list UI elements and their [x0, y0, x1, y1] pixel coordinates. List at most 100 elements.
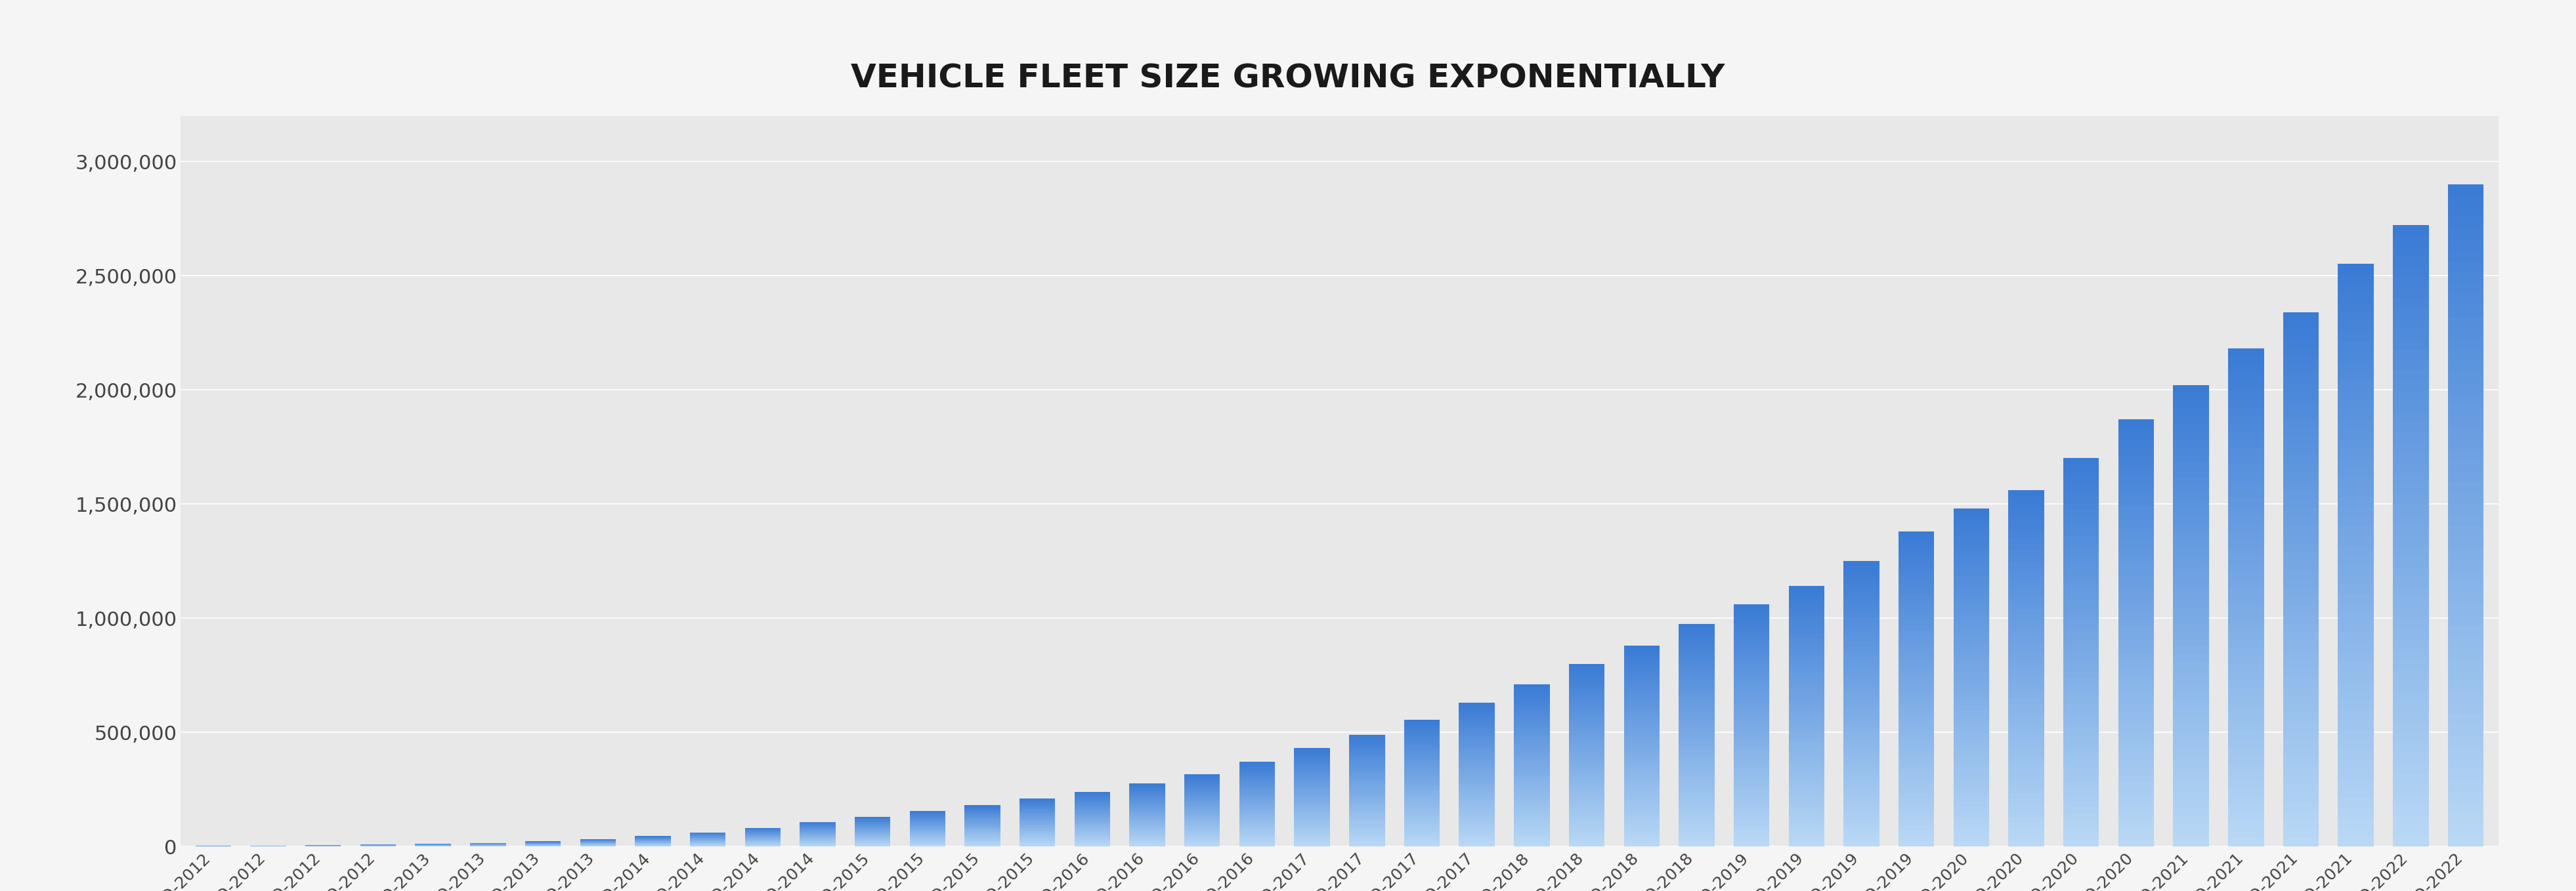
Bar — [2228, 514, 2264, 523]
Bar — [1680, 624, 1716, 627]
Bar — [2447, 383, 2483, 394]
Bar — [1293, 845, 1329, 846]
Bar — [1128, 840, 1164, 841]
Bar — [2228, 631, 2264, 639]
Bar — [1844, 576, 1880, 580]
Bar — [1350, 804, 1386, 805]
Bar — [1734, 625, 1770, 629]
Bar — [2228, 523, 2264, 531]
Bar — [2063, 484, 2099, 491]
Bar — [1350, 821, 1386, 822]
Bar — [1844, 661, 1880, 666]
Bar — [1458, 770, 1494, 772]
Bar — [2009, 835, 2045, 840]
Bar — [1680, 668, 1716, 672]
Bar — [1350, 775, 1386, 778]
Bar — [1350, 809, 1386, 811]
Bar — [1404, 805, 1440, 806]
Bar — [2282, 668, 2318, 677]
Bar — [1239, 825, 1275, 827]
Bar — [1239, 813, 1275, 814]
Bar — [2117, 526, 2154, 534]
Bar — [2117, 704, 2154, 711]
Bar — [1185, 792, 1221, 794]
Bar — [1458, 717, 1494, 719]
Bar — [1623, 772, 1659, 776]
Bar — [1844, 623, 1880, 627]
Bar — [1734, 604, 1770, 609]
Bar — [2174, 608, 2208, 616]
Bar — [1953, 779, 1989, 784]
Bar — [1899, 810, 1935, 815]
Bar — [1128, 799, 1164, 800]
Bar — [1569, 707, 1605, 709]
Bar — [1788, 816, 1824, 821]
Bar — [2117, 725, 2154, 732]
Bar — [2117, 604, 2154, 611]
Bar — [1734, 609, 1770, 612]
Bar — [2117, 754, 2154, 761]
Bar — [1404, 825, 1440, 828]
Bar — [2447, 802, 2483, 813]
Bar — [2282, 704, 2318, 713]
Bar — [2228, 448, 2264, 456]
Bar — [1458, 729, 1494, 732]
Bar — [1899, 616, 1935, 621]
Bar — [2228, 440, 2264, 448]
Bar — [1515, 728, 1551, 731]
Bar — [1458, 784, 1494, 787]
Bar — [1953, 694, 1989, 700]
Bar — [1458, 741, 1494, 743]
Bar — [1899, 678, 1935, 683]
Bar — [1458, 780, 1494, 781]
Bar — [2393, 401, 2429, 412]
Bar — [1844, 675, 1880, 680]
Bar — [2009, 769, 2045, 775]
Bar — [2339, 264, 2372, 274]
Bar — [1899, 663, 1935, 668]
Bar — [1953, 519, 1989, 526]
Bar — [2282, 606, 2318, 615]
Bar — [1788, 599, 1824, 603]
Bar — [1680, 661, 1716, 665]
Bar — [1734, 653, 1770, 657]
Bar — [1734, 810, 1770, 814]
Bar — [1623, 658, 1659, 662]
Bar — [1404, 838, 1440, 840]
Bar — [1404, 828, 1440, 830]
Bar — [2009, 532, 2045, 538]
Bar — [2174, 823, 2208, 831]
Bar — [1128, 805, 1164, 806]
Bar — [2063, 549, 2099, 555]
Bar — [1074, 816, 1110, 817]
Bar — [1458, 750, 1494, 753]
Bar — [1185, 798, 1221, 800]
Bar — [1074, 802, 1110, 803]
Bar — [1128, 798, 1164, 799]
Bar — [1734, 714, 1770, 717]
Bar — [2339, 720, 2372, 730]
Bar — [1404, 830, 1440, 831]
Bar — [2174, 493, 2208, 501]
Bar — [2117, 511, 2154, 519]
Bar — [1899, 610, 1935, 616]
Bar — [1953, 633, 1989, 638]
Bar — [2282, 517, 2318, 526]
Bar — [2117, 711, 2154, 718]
Bar — [1128, 800, 1164, 801]
Bar — [2339, 740, 2372, 749]
Bar — [1623, 706, 1659, 709]
Bar — [2447, 658, 2483, 670]
Bar — [1734, 830, 1770, 834]
Bar — [2009, 550, 2045, 556]
Bar — [2282, 446, 2318, 454]
Bar — [2174, 539, 2208, 547]
Bar — [2339, 468, 2372, 478]
Bar — [1623, 759, 1659, 763]
Bar — [1734, 717, 1770, 722]
Bar — [2228, 431, 2264, 440]
Bar — [2393, 349, 2429, 360]
Bar — [1569, 807, 1605, 810]
Bar — [1680, 687, 1716, 691]
Bar — [2339, 517, 2372, 527]
